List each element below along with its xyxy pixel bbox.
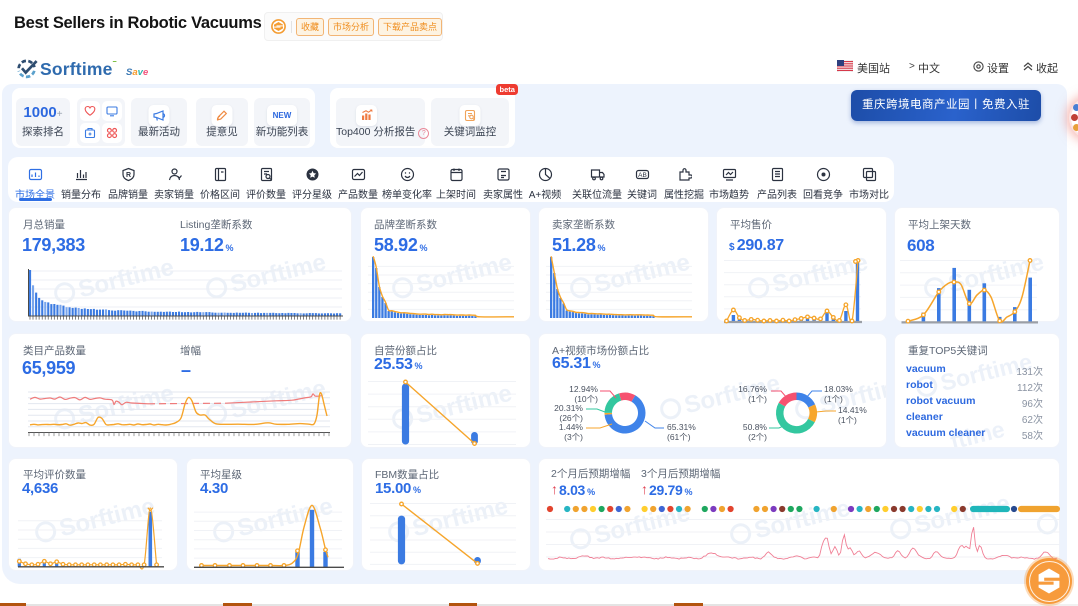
svg-text:R: R	[125, 172, 130, 179]
svg-text:AB: AB	[638, 172, 647, 179]
